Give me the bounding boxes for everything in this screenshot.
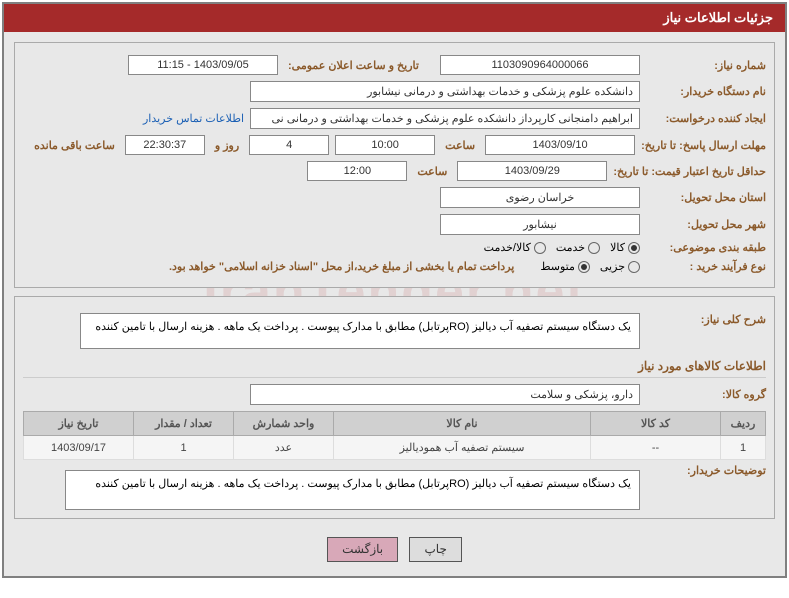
subject-class-label: طبقه بندی موضوعی:: [646, 241, 766, 254]
radio-goods[interactable]: کالا: [610, 241, 640, 254]
panel-title: جزئیات اطلاعات نیاز: [4, 4, 785, 32]
radio-minor[interactable]: جزیی: [600, 260, 640, 273]
price-validity-time: 12:00: [307, 161, 407, 181]
time-label-2: ساعت: [413, 165, 451, 178]
response-time-value: 10:00: [335, 135, 435, 155]
province-label: استان محل تحویل:: [646, 191, 766, 204]
buyer-name-label: نام دستگاه خریدار:: [646, 85, 766, 98]
time-remaining-value: 22:30:37: [125, 135, 205, 155]
button-row: چاپ بازگشت: [14, 527, 775, 566]
announce-value: 1403/09/05 - 11:15: [128, 55, 278, 75]
details-section: شماره نیاز: 1103090964000066 تاریخ و ساع…: [14, 42, 775, 288]
th-unit: واحد شمارش: [234, 412, 334, 436]
city-value: نیشابور: [440, 214, 640, 235]
radio-goods-service[interactable]: کالا/خدمت: [484, 241, 546, 254]
goods-info-title: اطلاعات کالاهای مورد نیاز: [23, 355, 766, 378]
time-label-1: ساعت: [441, 139, 479, 152]
subject-radio-group: کالا خدمت کالا/خدمت: [484, 241, 640, 254]
city-label: شهر محل تحویل:: [646, 218, 766, 231]
days-remaining-value: 4: [249, 135, 329, 155]
goods-section: شرح کلی نیاز: یک دستگاه سیستم تصفیه آب د…: [14, 296, 775, 519]
need-number-value: 1103090964000066: [440, 55, 640, 75]
process-radio-group: جزیی متوسط: [540, 260, 640, 273]
remaining-label: ساعت باقی مانده: [30, 139, 119, 152]
payment-note: پرداخت تمام یا بخشی از مبلغ خرید،از محل …: [169, 260, 514, 273]
print-button[interactable]: چاپ: [409, 537, 461, 562]
creator-value: ابراهیم دامنجانی کارپرداز دانشکده علوم پ…: [250, 108, 640, 129]
table-row: 1 -- سیستم تصفیه آب همودیالیز عدد 1 1403…: [24, 436, 766, 460]
response-date-value: 1403/09/10: [485, 135, 635, 155]
need-number-label: شماره نیاز:: [646, 59, 766, 72]
buyer-name-value: دانشکده علوم پزشکی و خدمات بهداشتی و درم…: [250, 81, 640, 102]
goods-table: ردیف کد کالا نام کالا واحد شمارش تعداد /…: [23, 411, 766, 460]
radio-service[interactable]: خدمت: [556, 241, 600, 254]
th-code: کد کالا: [591, 412, 721, 436]
need-desc-value: یک دستگاه سیستم تصفیه آب دیالیز (ROپرتاب…: [80, 313, 640, 349]
province-value: خراسان رضوی: [440, 187, 640, 208]
price-validity-date: 1403/09/29: [457, 161, 607, 181]
need-desc-label: شرح کلی نیاز:: [646, 313, 766, 326]
creator-label: ایجاد کننده درخواست:: [646, 112, 766, 125]
days-and-label: روز و: [211, 139, 243, 152]
contact-link[interactable]: اطلاعات تماس خریدار: [143, 112, 244, 125]
back-button[interactable]: بازگشت: [327, 537, 398, 562]
process-label: نوع فرآیند خرید :: [646, 260, 766, 273]
th-row: ردیف: [721, 412, 766, 436]
radio-medium[interactable]: متوسط: [540, 260, 590, 273]
price-validity-label: حداقل تاریخ اعتبار قیمت: تا تاریخ:: [613, 165, 766, 178]
th-name: نام کالا: [334, 412, 591, 436]
th-qty: تعداد / مقدار: [134, 412, 234, 436]
th-date: تاریخ نیاز: [24, 412, 134, 436]
announce-label: تاریخ و ساعت اعلان عمومی:: [284, 59, 434, 72]
goods-group-value: دارو، پزشکی و سلامت: [250, 384, 640, 405]
buyer-explain-label: توضیحات خریدار:: [646, 464, 766, 477]
goods-group-label: گروه کالا:: [646, 388, 766, 401]
buyer-explain-value: یک دستگاه سیستم تصفیه آب دیالیز (ROپرتاب…: [65, 470, 640, 510]
response-deadline-label: مهلت ارسال پاسخ: تا تاریخ:: [641, 139, 766, 152]
